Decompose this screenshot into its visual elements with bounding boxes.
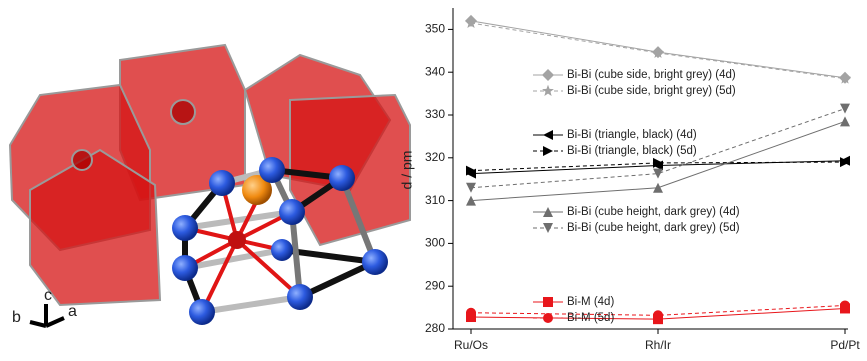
legend-marker <box>543 146 553 156</box>
axis-label: a <box>68 303 77 320</box>
y-tick-label: 330 <box>425 107 445 121</box>
legend-label: Bi-M (5d) <box>567 312 614 324</box>
x-tick-label: Ru/Os <box>454 338 488 352</box>
bond <box>202 297 300 312</box>
legend-label: Bi-Bi (cube side, bright grey) (5d) <box>567 85 736 97</box>
atom <box>287 284 313 310</box>
atom <box>271 239 293 261</box>
legend-label: Bi-Bi (cube side, bright grey) (4d) <box>567 69 736 81</box>
axis-b <box>30 322 46 326</box>
legend-marker <box>543 313 553 323</box>
marker <box>840 300 850 310</box>
atom <box>279 199 305 225</box>
y-tick-label: 310 <box>425 193 445 207</box>
y-axis-title: d / pm <box>399 151 415 190</box>
axis-a <box>46 318 64 326</box>
y-tick-label: 340 <box>425 64 445 78</box>
y-tick-label: 280 <box>425 321 445 335</box>
x-tick-label: Rh/Ir <box>645 338 671 352</box>
legend-marker <box>542 85 554 96</box>
legend-marker <box>543 223 553 233</box>
marker <box>840 104 850 114</box>
legend-marker <box>543 297 553 307</box>
legend-label: Bi-Bi (cube height, dark grey) (5d) <box>567 222 740 234</box>
legend-label: Bi-Bi (cube height, dark grey) (4d) <box>567 206 740 218</box>
axis-indicator <box>30 304 64 326</box>
legend-label: Bi-Bi (triangle, black) (4d) <box>567 129 697 141</box>
atom <box>329 165 355 191</box>
legend-marker <box>543 130 553 140</box>
legend-marker <box>542 69 554 81</box>
axis-label: c <box>44 287 52 304</box>
atom <box>172 215 198 241</box>
y-tick-label: 350 <box>425 22 445 36</box>
atom <box>362 249 388 275</box>
marker <box>653 310 663 320</box>
atom <box>209 170 235 196</box>
marker <box>466 308 476 318</box>
figure: c b a d / pm 280 290 300 310 320 330 340 350 Ru/… <box>0 0 867 356</box>
x-tick-label: Pd/Pt <box>830 338 860 352</box>
y-tick-label: 290 <box>425 278 445 292</box>
atom <box>259 157 285 183</box>
atom <box>172 255 198 281</box>
y-tick-label: 300 <box>425 236 445 250</box>
atom-center <box>72 150 92 170</box>
legend-label: Bi-Bi (triangle, black) (5d) <box>567 145 697 157</box>
axis-label: b <box>12 309 21 326</box>
atom <box>189 299 215 325</box>
atom-center <box>171 100 195 124</box>
legend-label: Bi-M (4d) <box>567 296 614 308</box>
atom <box>228 231 246 249</box>
marker <box>840 116 850 126</box>
y-tick-label: 320 <box>425 150 445 164</box>
